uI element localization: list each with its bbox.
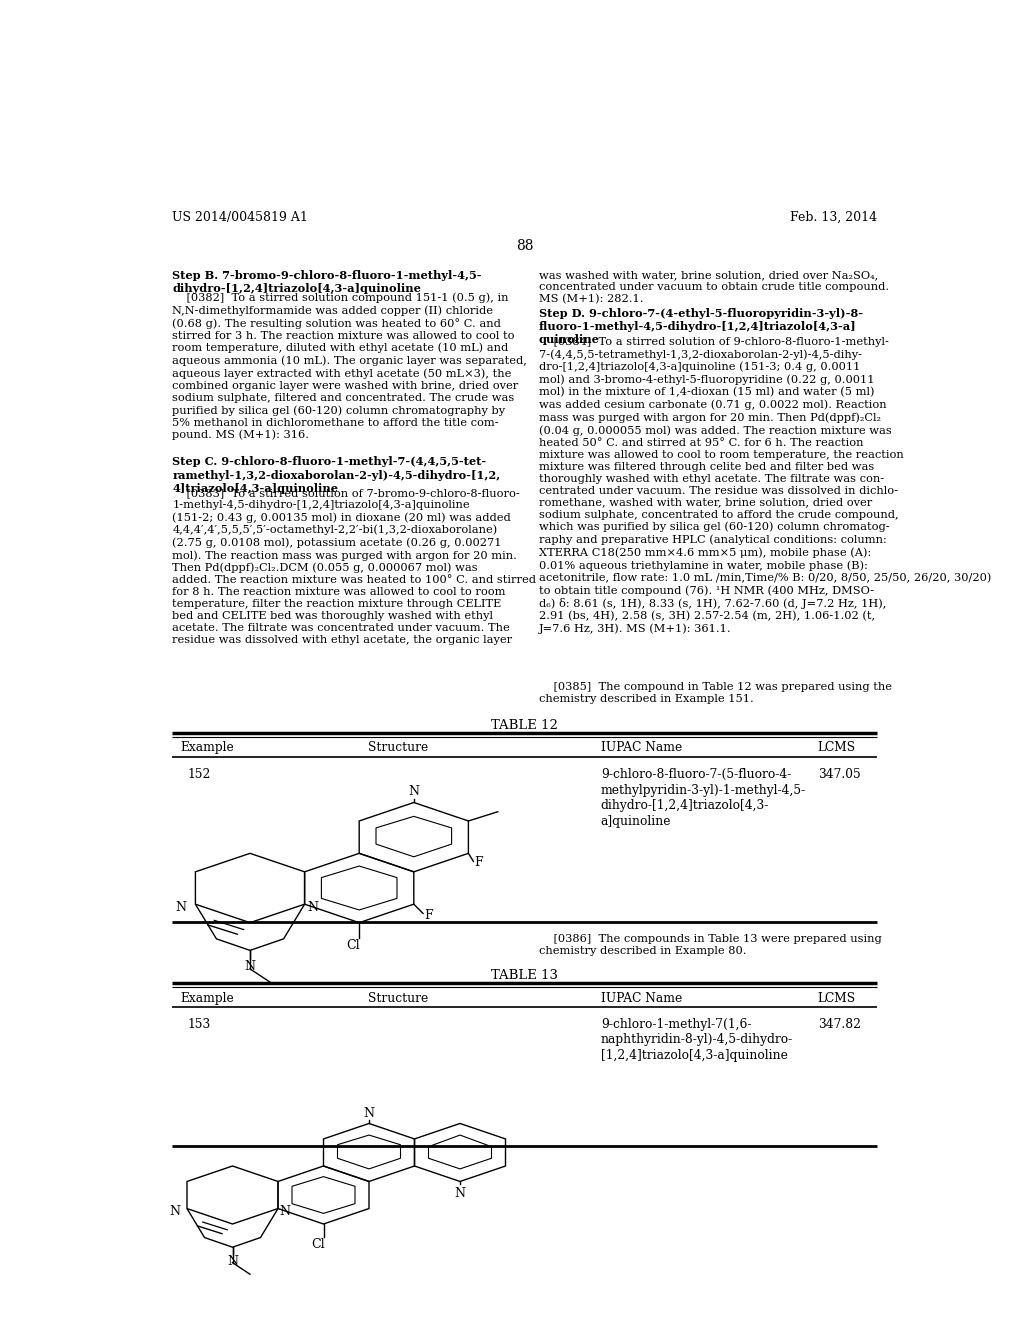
Text: N: N bbox=[409, 785, 419, 797]
Text: F: F bbox=[424, 909, 433, 923]
Text: 152: 152 bbox=[187, 768, 211, 781]
Text: Feb. 13, 2014: Feb. 13, 2014 bbox=[791, 211, 878, 224]
Text: 9-chloro-8-fluoro-7-(5-fluoro-4-
methylpyridin-3-yl)-1-methyl-4,5-
dihydro-[1,2,: 9-chloro-8-fluoro-7-(5-fluoro-4- methylp… bbox=[601, 768, 806, 828]
Text: N: N bbox=[307, 902, 318, 915]
Text: N: N bbox=[227, 1255, 238, 1269]
Text: N: N bbox=[245, 960, 256, 973]
Text: Step B. 7-bromo-9-chloro-8-fluoro-1-methyl-4,5-
dihydro-[1,2,4]triazolo[4,3-a]qu: Step B. 7-bromo-9-chloro-8-fluoro-1-meth… bbox=[172, 271, 481, 294]
Text: 9-chloro-1-methyl-7(1,6-
naphthyridin-8-yl)-4,5-dihydro-
[1,2,4]triazolo[4,3-a]q: 9-chloro-1-methyl-7(1,6- naphthyridin-8-… bbox=[601, 1018, 793, 1061]
Text: N: N bbox=[280, 1205, 291, 1218]
Text: Cl: Cl bbox=[311, 1238, 325, 1250]
Text: Step D. 9-chloro-7-(4-ethyl-5-fluoropyridin-3-yl)-8-
fluoro-1-methyl-4,5-dihydro: Step D. 9-chloro-7-(4-ethyl-5-fluoropyri… bbox=[539, 308, 863, 346]
Text: was washed with water, brine solution, dried over Na₂SO₄,
concentrated under vac: was washed with water, brine solution, d… bbox=[539, 271, 889, 305]
Text: 153: 153 bbox=[187, 1018, 211, 1031]
Text: F: F bbox=[475, 857, 483, 869]
Text: [0382]  To a stirred solution compound 151-1 (0.5 g), in
N,N-dimethylformamide w: [0382] To a stirred solution compound 15… bbox=[172, 293, 527, 441]
Text: [0385]  The compound in Table 12 was prepared using the
chemistry described in E: [0385] The compound in Table 12 was prep… bbox=[539, 682, 892, 704]
Text: Example: Example bbox=[180, 991, 233, 1005]
Text: TABLE 13: TABLE 13 bbox=[492, 969, 558, 982]
Text: 347.05: 347.05 bbox=[818, 768, 860, 781]
Text: TABLE 12: TABLE 12 bbox=[492, 719, 558, 733]
Text: Step C. 9-chloro-8-fluoro-1-methyl-7-(4,4,5,5-tet-
ramethyl-1,3,2-dioxaborolan-2: Step C. 9-chloro-8-fluoro-1-methyl-7-(4,… bbox=[172, 457, 501, 494]
Text: IUPAC Name: IUPAC Name bbox=[601, 742, 682, 754]
Text: Cl: Cl bbox=[346, 939, 359, 952]
Text: LCMS: LCMS bbox=[818, 742, 856, 754]
Text: 88: 88 bbox=[516, 239, 534, 253]
Text: N: N bbox=[175, 902, 186, 915]
Text: Structure: Structure bbox=[369, 991, 428, 1005]
Text: 347.82: 347.82 bbox=[818, 1018, 861, 1031]
Text: [0383]  To a stirred solution of 7-bromo-9-chloro-8-fluoro-
1-methyl-4,5-dihydro: [0383] To a stirred solution of 7-bromo-… bbox=[172, 488, 537, 645]
Text: Example: Example bbox=[180, 742, 233, 754]
Text: Structure: Structure bbox=[369, 742, 428, 754]
Text: [0386]  The compounds in Table 13 were prepared using
chemistry described in Exa: [0386] The compounds in Table 13 were pr… bbox=[539, 933, 882, 956]
Text: IUPAC Name: IUPAC Name bbox=[601, 991, 682, 1005]
Text: N: N bbox=[364, 1106, 375, 1119]
Text: US 2014/0045819 A1: US 2014/0045819 A1 bbox=[172, 211, 308, 224]
Text: N: N bbox=[455, 1187, 466, 1200]
Text: N: N bbox=[169, 1205, 180, 1218]
Text: [0384]  To a stirred solution of 9-chloro-8-fluoro-1-methyl-
7-(4,4,5,5-tetramet: [0384] To a stirred solution of 9-chloro… bbox=[539, 337, 991, 634]
Text: LCMS: LCMS bbox=[818, 991, 856, 1005]
